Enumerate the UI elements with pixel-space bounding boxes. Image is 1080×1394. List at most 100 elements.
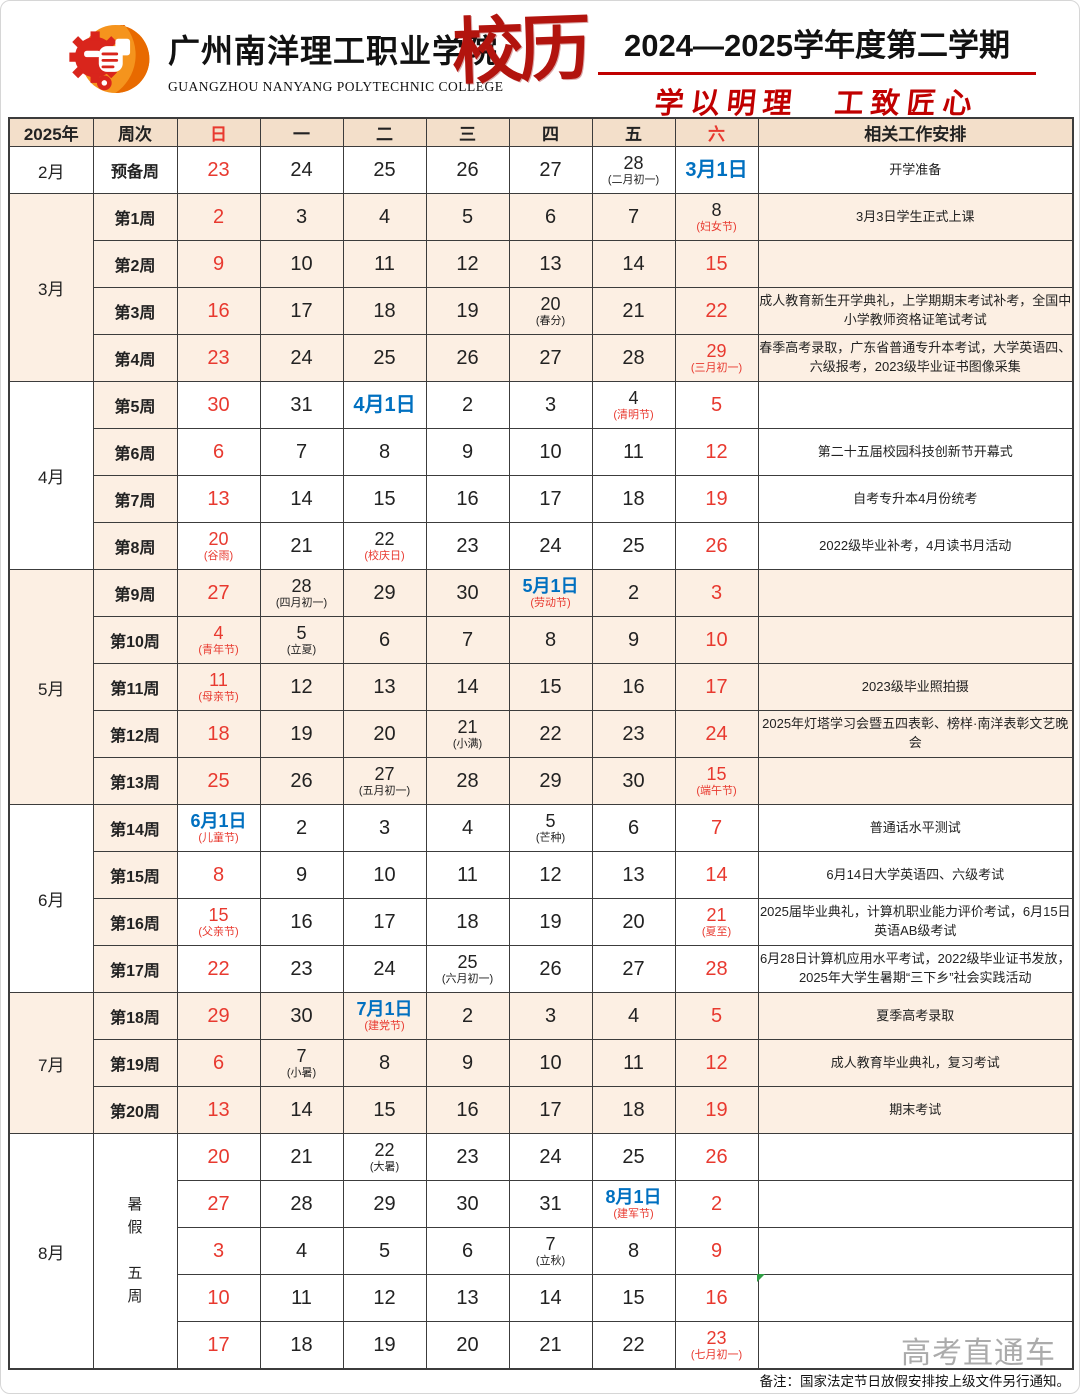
- day-cell: 21: [591, 287, 676, 335]
- day-cell: 25: [591, 522, 676, 570]
- day-cell: 3: [259, 193, 344, 241]
- calendar-row-8: 第8周 20 (谷雨) 21 22 (校庆日) 23 24 25 26 2022级毕业补考，4月读书…: [9, 522, 1074, 570]
- column-header-6: 四: [508, 117, 593, 147]
- day-cell: 17: [259, 287, 344, 335]
- day-cell: 21: [259, 1133, 344, 1181]
- calendar-row-15: 第15周 8 9 10 11 12 13 14 6月14日大学英语四、六级考试: [9, 851, 1074, 899]
- day-cell: 5: [425, 193, 510, 241]
- week-cell: 第1周: [92, 193, 178, 241]
- column-header-3: 一: [259, 117, 344, 147]
- arrangement-cell: 春季高考录取，广东省普通专升本考试，大学英语四、六级报考，2023级毕业证书图像…: [757, 334, 1074, 382]
- day-cell: 17: [674, 663, 759, 711]
- day-cell: 2: [425, 992, 510, 1040]
- day-cell: 21 (夏至): [674, 898, 759, 946]
- day-cell: 13: [591, 851, 676, 899]
- day-cell: 19: [674, 475, 759, 523]
- day-cell: 27: [591, 945, 676, 993]
- day-cell: 30: [425, 1180, 510, 1228]
- day-cell: 28 (二月初一): [591, 146, 676, 194]
- arrangement-cell: [757, 1133, 1074, 1181]
- calendar-row-12: 第12周 18 19 20 21 (小满) 22 23 24 2025年灯塔学习会暨五四表彰、榜样…: [9, 710, 1074, 758]
- day-cell: 3: [176, 1227, 261, 1275]
- week-cell: 第15周: [92, 851, 178, 899]
- day-cell: 10: [259, 240, 344, 288]
- calendar-row-22: 27 28 29 30 31 8月1日 (建军节) 2: [9, 1180, 1074, 1228]
- day-cell: 18: [425, 898, 510, 946]
- day-cell: 4: [259, 1227, 344, 1275]
- arrangement-cell: 2022级毕业补考，4月读书月活动: [757, 522, 1074, 570]
- day-cell: 14: [259, 475, 344, 523]
- day-cell: 19: [425, 287, 510, 335]
- school-logo-icon: [69, 24, 150, 94]
- day-cell: 18: [176, 710, 261, 758]
- week-cell: 第13周: [92, 757, 178, 805]
- week-cell: 第17周: [92, 945, 178, 993]
- day-cell: 15 (父亲节): [176, 898, 261, 946]
- week-cell: 第7周: [92, 475, 178, 523]
- day-cell: 20: [176, 1133, 261, 1181]
- day-cell: 24: [508, 1133, 593, 1181]
- arrangement-cell: 自考专升本4月份统考: [757, 475, 1074, 523]
- calendar-row-4: 第4周 23 24 25 26 27 28 29 (三月初一) 春季高考录取，广东省普通专升本考试…: [9, 334, 1074, 382]
- day-cell: 17: [508, 1086, 593, 1134]
- day-cell: 30: [176, 381, 261, 429]
- day-cell: 17: [176, 1321, 261, 1370]
- day-cell: 31: [508, 1180, 593, 1228]
- day-cell: 21: [259, 522, 344, 570]
- day-cell: 3: [508, 992, 593, 1040]
- day-cell: 6: [342, 616, 427, 664]
- day-cell: 2: [259, 804, 344, 852]
- day-cell: 22: [508, 710, 593, 758]
- day-cell: 17: [342, 898, 427, 946]
- day-cell: 12: [674, 428, 759, 476]
- day-cell: 10: [674, 616, 759, 664]
- day-cell: 24: [342, 945, 427, 993]
- calendar-row-13: 第13周 25 26 27 (五月初一) 28 29 30 15 (端午节): [9, 757, 1074, 805]
- day-cell: 8: [342, 428, 427, 476]
- calendar-row-10: 第10周 4 (青年节) 5 (立夏) 6 7 8 9 10: [9, 616, 1074, 664]
- calendar-stamp: 校历: [450, 4, 588, 95]
- day-cell: 11: [425, 851, 510, 899]
- day-cell: 20: [591, 898, 676, 946]
- green-corner-marker: [757, 1274, 765, 1282]
- week-cell: 第2周: [92, 240, 178, 288]
- day-cell: 6: [508, 193, 593, 241]
- calendar-row-24: 10 11 12 13 14 15 16: [9, 1274, 1074, 1322]
- day-cell: 20 (谷雨): [176, 522, 261, 570]
- day-cell: 16: [591, 663, 676, 711]
- day-cell: 11: [591, 1039, 676, 1087]
- calendar-row-11: 第11周 11 (母亲节) 12 13 14 15 16 17 2023级毕业照拍摄: [9, 663, 1074, 711]
- day-cell: 24: [674, 710, 759, 758]
- day-cell: 22: [591, 1321, 676, 1370]
- week-cell: 第18周: [92, 992, 178, 1040]
- day-cell: 28 (四月初一): [259, 569, 344, 617]
- calendar-row-9: 5月 第9周 27 28 (四月初一) 29 30 5月1日 (劳动节) 2 3: [8, 569, 1074, 805]
- arrangement-cell: 2023级毕业照拍摄: [757, 663, 1074, 711]
- calendar-row-6: 第6周 6 7 8 9 10 11 12 第二十五届校园科技创新节开幕式: [9, 428, 1074, 476]
- day-cell: 20: [425, 1321, 510, 1370]
- day-cell: 23: [425, 1133, 510, 1181]
- day-cell: 4月1日: [342, 381, 427, 429]
- day-cell: 10: [508, 428, 593, 476]
- arrangement-cell: [757, 1274, 1074, 1322]
- day-cell: 4 (青年节): [176, 616, 261, 664]
- week-cell: 第5周: [92, 381, 178, 429]
- day-cell: 12: [425, 240, 510, 288]
- day-cell: 11: [342, 240, 427, 288]
- week-cell: 第8周: [92, 522, 178, 570]
- day-cell: 24: [508, 522, 593, 570]
- day-cell: 13: [425, 1274, 510, 1322]
- arrangement-cell: [757, 616, 1074, 664]
- day-cell: 4: [342, 193, 427, 241]
- month-cell: 7月: [8, 992, 94, 1134]
- arrangement-cell: 普通话水平测试: [757, 804, 1074, 852]
- day-cell: 8: [176, 851, 261, 899]
- calendar-row-23: 3 4 5 6 7 (立秋) 8 9: [9, 1227, 1074, 1275]
- day-cell: 7: [591, 193, 676, 241]
- calendar-row-7: 第7周 13 14 15 16 17 18 19 自考专升本4月份统考: [9, 475, 1074, 523]
- school-names: 广州南洋理工职业学院 GUANGZHOU NANYANG POLYTECHNIC…: [168, 26, 503, 95]
- day-cell: 7: [674, 804, 759, 852]
- day-cell: 3: [508, 381, 593, 429]
- day-cell: 29: [342, 1180, 427, 1228]
- day-cell: 6: [425, 1227, 510, 1275]
